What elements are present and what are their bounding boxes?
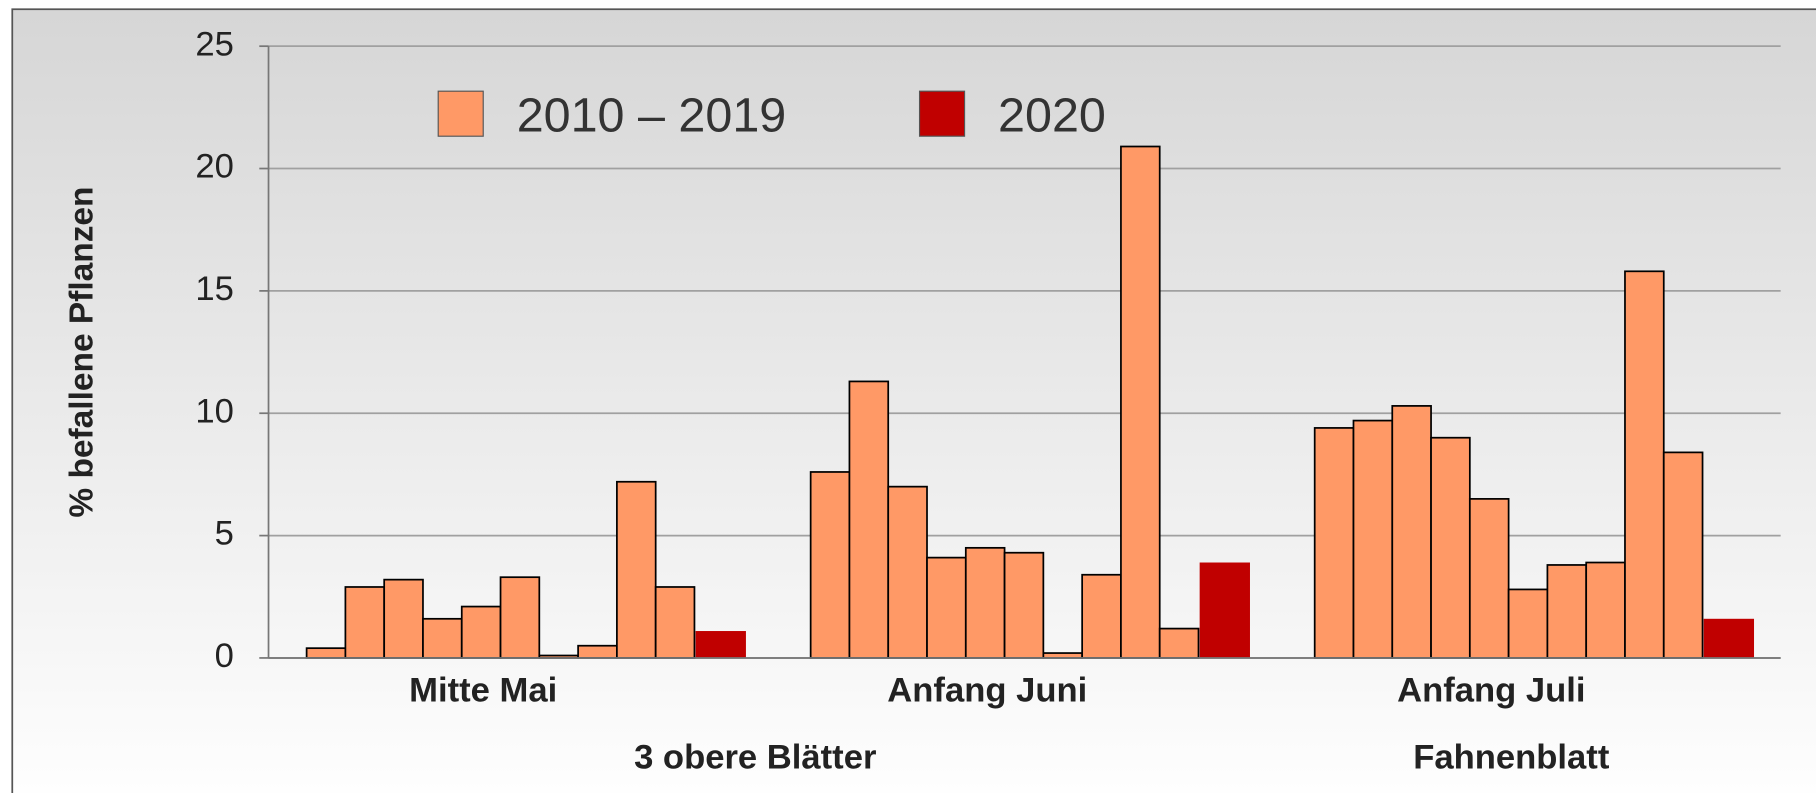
bar	[1585, 561, 1626, 659]
bar	[809, 471, 851, 659]
bar	[1391, 405, 1432, 659]
bar	[383, 578, 424, 659]
bar	[926, 556, 967, 659]
group-label: Fahnenblatt	[1413, 739, 1610, 777]
bar	[654, 586, 696, 659]
bar	[848, 380, 890, 659]
y-tick-label: 0	[215, 637, 234, 675]
bar	[1546, 564, 1588, 659]
bar	[1313, 427, 1355, 659]
bar	[1430, 436, 1471, 659]
bar	[1158, 627, 1200, 659]
legend-swatch	[918, 90, 966, 137]
y-tick-label: 10	[195, 392, 234, 430]
bar	[305, 647, 347, 659]
bar	[344, 586, 386, 659]
bar	[499, 576, 541, 659]
bar	[577, 644, 618, 659]
legend-label: 2010 – 2019	[517, 89, 787, 143]
bar	[1352, 419, 1394, 659]
bar	[1507, 588, 1549, 659]
bar	[1468, 498, 1510, 659]
legend-swatch	[437, 90, 484, 137]
bar	[1662, 451, 1704, 659]
y-tick-label: 25	[195, 25, 234, 63]
y-tick-label: 5	[215, 515, 234, 553]
bar	[887, 485, 928, 659]
bar	[1624, 270, 1665, 659]
y-tick-label: 20	[195, 148, 234, 186]
background	[11, 8, 1816, 793]
bar	[1003, 551, 1045, 659]
legend-label: 2020	[998, 89, 1106, 143]
bar	[422, 617, 463, 659]
x-tick-label: Anfang Juni	[887, 672, 1087, 710]
bar	[964, 546, 1006, 659]
y-axis-label: % befallene Pflanzen	[64, 187, 101, 518]
y-tick-label: 15	[195, 270, 234, 308]
bar	[695, 631, 746, 658]
bar	[616, 480, 657, 659]
bar	[1081, 573, 1122, 659]
x-tick-label: Mitte Mai	[409, 672, 557, 710]
x-tick-label: Anfang Juli	[1397, 672, 1585, 710]
bar	[1120, 145, 1161, 659]
bar	[1703, 618, 1755, 658]
group-label: 3 obere Blätter	[634, 739, 876, 777]
bar	[460, 605, 502, 659]
bar	[1199, 562, 1250, 658]
